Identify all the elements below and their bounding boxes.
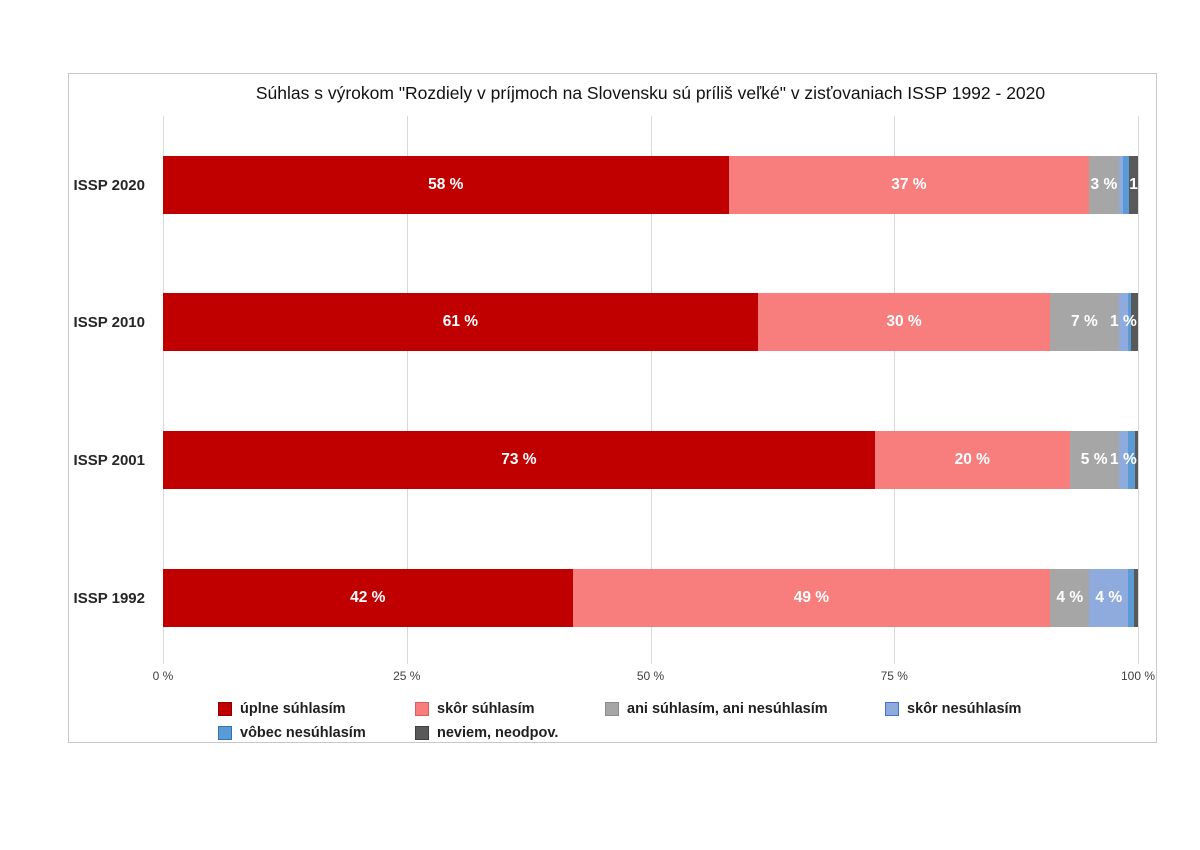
legend-item: skôr nesúhlasím [885, 699, 1021, 719]
legend-item: vôbec nesúhlasím [218, 723, 366, 742]
x-tick-label: 75 % [880, 669, 908, 683]
legend-swatch-icon [218, 726, 232, 740]
bar-value-label: 20 % [954, 451, 990, 468]
chart-title: Súhlas s výrokom "Rozdiely v príjmoch na… [255, 83, 1046, 103]
bar-segment: 37 % [728, 156, 1090, 214]
bar-value-label: 4 % [1095, 589, 1123, 606]
x-tick-label: 50 % [636, 669, 665, 683]
legend-item: ani súhlasím, ani nesúhlasím [605, 699, 828, 719]
bar-value-label: 3 % [1090, 176, 1118, 193]
bar-value-label: 58 % [428, 176, 464, 193]
bar-segment: 42 % [163, 569, 573, 627]
bar-segment: 1 % [1110, 293, 1137, 351]
bar-segment: 58 % [163, 156, 729, 214]
category-label: ISSP 1992 [73, 589, 145, 607]
legend-item: skôr súhlasím [415, 699, 535, 719]
bar-segment: 7 % [1050, 293, 1119, 351]
legend-label: ani súhlasím, ani nesúhlasím [627, 701, 828, 717]
legend-item: úplne súhlasím [218, 699, 346, 719]
bar-value-label: 49 % [793, 589, 830, 606]
bar-segment: 49 % [572, 569, 1051, 627]
legend-label: vôbec nesúhlasím [240, 725, 366, 741]
bar-segment: 30 % [757, 293, 1051, 351]
bar-segment: 5 % [1069, 431, 1119, 489]
bar-value-label: 42 % [350, 589, 386, 606]
bar-row: 58 % 37 % 3 % 1 [163, 156, 1138, 214]
bar-segment: 4 % [1050, 569, 1090, 627]
legend-item: neviem, neodpov. [415, 723, 559, 742]
legend-swatch-icon [885, 702, 899, 716]
chart-figure: Súhlas s výrokom "Rozdiely v príjmoch na… [68, 73, 1157, 743]
bar-value-label: 1 % [1110, 313, 1137, 330]
legend-label: skôr nesúhlasím [907, 701, 1022, 717]
bar-segment [1134, 569, 1138, 627]
category-label: ISSP 2020 [73, 176, 145, 194]
legend-swatch-icon [605, 702, 619, 716]
bar-row: 42 % 49 % 4 % 4 % [163, 569, 1138, 627]
bar-segment [1131, 293, 1138, 351]
bar-segment [1128, 293, 1132, 351]
bar-value-label: 30 % [886, 313, 922, 330]
gridline [406, 116, 408, 664]
bar-value-label: 73 % [501, 451, 537, 468]
bar-segment: 3 % [1089, 156, 1119, 214]
bar-segment: 4 % [1089, 569, 1129, 627]
x-tick-label: 0 % [152, 669, 174, 683]
gridline [163, 116, 164, 664]
bar-segment: 61 % [163, 293, 758, 351]
bar-segment [1128, 569, 1135, 627]
x-tick-label: 100 % [1120, 669, 1156, 683]
bar-value-label: 1 % [1110, 451, 1137, 468]
bar-segment [1118, 156, 1124, 214]
x-tick-label: 25 % [393, 669, 421, 683]
bar-segment [1135, 431, 1138, 489]
legend-swatch-icon [415, 702, 429, 716]
bar-segment [1123, 156, 1130, 214]
bar-value-label: 61 % [442, 313, 479, 330]
bar-row: 61 % 30 % 7 % 1 % [163, 293, 1138, 351]
category-label: ISSP 2001 [73, 451, 145, 469]
bar-value-label: 37 % [891, 176, 927, 193]
bar-value-label: 7 % [1071, 313, 1098, 330]
bar-value-label: 4 % [1056, 589, 1084, 606]
bar-segment: 1 % [1110, 431, 1137, 489]
legend-swatch-icon [218, 702, 232, 716]
legend-swatch-icon [415, 726, 429, 740]
gridline [1138, 116, 1139, 664]
category-label: ISSP 2010 [73, 313, 145, 331]
bar-value-label: 5 % [1080, 451, 1108, 468]
bar-segment: 73 % [163, 431, 875, 489]
bar-segment: 1 [1129, 156, 1138, 214]
bar-segment: 20 % [874, 431, 1070, 489]
legend-label: neviem, neodpov. [437, 725, 559, 741]
legend-label: skôr súhlasím [437, 701, 535, 717]
bar-row: 73 % 20 % 5 % 1 % [163, 431, 1138, 489]
bar-segment [1128, 431, 1136, 489]
gridline [650, 116, 652, 664]
legend-label: úplne súhlasím [240, 701, 346, 717]
bar-value-label: 1 [1129, 176, 1138, 193]
gridline [894, 116, 896, 664]
